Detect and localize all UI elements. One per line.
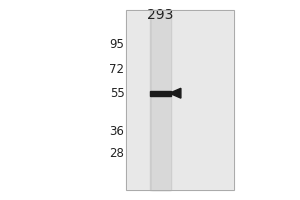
Text: 36: 36: [110, 125, 124, 138]
Text: 72: 72: [110, 63, 124, 76]
Bar: [126, 10, 234, 190]
Polygon shape: [169, 88, 181, 98]
Text: 55: 55: [110, 87, 124, 100]
Bar: [150, 91, 171, 96]
Text: 28: 28: [110, 147, 124, 160]
Text: 95: 95: [110, 38, 124, 51]
Text: 293: 293: [147, 8, 174, 22]
Bar: [126, 10, 234, 190]
Bar: [152, 10, 169, 190]
Bar: [150, 10, 171, 190]
